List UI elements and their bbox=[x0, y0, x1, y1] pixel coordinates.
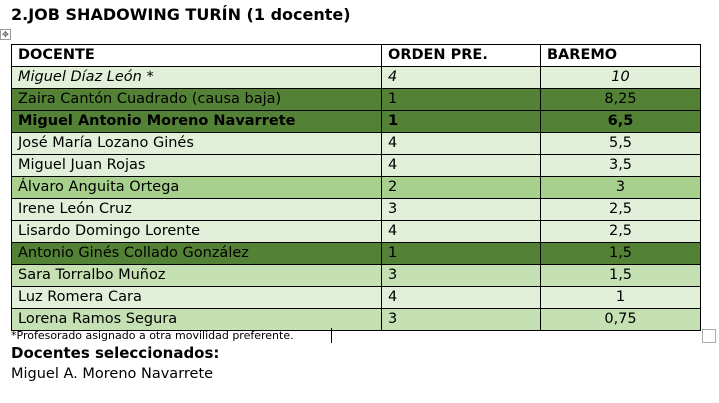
docentes-table: DOCENTE ORDEN PRE. BAREMO Miguel Díaz Le… bbox=[11, 44, 701, 331]
orden-cell: 3 bbox=[381, 198, 541, 221]
baremo-cell: 10 bbox=[540, 66, 701, 89]
table-row: Álvaro Anguita Ortega 2 3 bbox=[11, 176, 701, 199]
header-baremo: BAREMO bbox=[540, 44, 701, 67]
orden-cell: 1 bbox=[381, 88, 541, 111]
table-row: Miguel Juan Rojas 4 3,5 bbox=[11, 154, 701, 177]
docente-cell: Lisardo Domingo Lorente bbox=[11, 220, 382, 243]
baremo-cell: 2,5 bbox=[540, 198, 701, 221]
docente-cell: Irene León Cruz bbox=[11, 198, 382, 221]
baremo-cell: 6,5 bbox=[540, 110, 701, 133]
table-row: Sara Torralbo Muñoz 3 1,5 bbox=[11, 264, 701, 287]
baremo-cell: 8,25 bbox=[540, 88, 701, 111]
table-row: Lisardo Domingo Lorente 4 2,5 bbox=[11, 220, 701, 243]
docente-cell: Sara Torralbo Muñoz bbox=[11, 264, 382, 287]
baremo-cell: 3,5 bbox=[540, 154, 701, 177]
baremo-cell: 1 bbox=[540, 286, 701, 309]
orden-cell: 1 bbox=[381, 242, 541, 265]
table-row: Miguel Antonio Moreno Navarrete 1 6,5 bbox=[11, 110, 701, 133]
orden-cell: 3 bbox=[381, 308, 541, 331]
docente-cell: Luz Romera Cara bbox=[11, 286, 382, 309]
docente-cell: Antonio Ginés Collado González bbox=[11, 242, 382, 265]
baremo-cell: 3 bbox=[540, 176, 701, 199]
docente-cell: Zaira Cantón Cuadrado (causa baja) bbox=[11, 88, 382, 111]
orden-cell: 1 bbox=[381, 110, 541, 133]
docente-cell: José María Lozano Ginés bbox=[11, 132, 382, 155]
baremo-cell: 1,5 bbox=[540, 264, 701, 287]
table-row: Lorena Ramos Segura 3 0,75 bbox=[11, 308, 701, 331]
table-row: Luz Romera Cara 4 1 bbox=[11, 286, 701, 309]
docente-cell: Álvaro Anguita Ortega bbox=[11, 176, 382, 199]
table-row: Zaira Cantón Cuadrado (causa baja) 1 8,25 bbox=[11, 88, 701, 111]
docente-cell: Miguel Antonio Moreno Navarrete bbox=[11, 110, 382, 133]
docente-cell: Miguel Díaz León * bbox=[11, 66, 382, 89]
baremo-cell: 2,5 bbox=[540, 220, 701, 243]
table-row: Miguel Díaz León * 4 10 bbox=[11, 66, 701, 89]
orden-cell: 3 bbox=[381, 264, 541, 287]
selected-name: Miguel A. Moreno Navarrete bbox=[11, 366, 214, 382]
header-orden: ORDEN PRE. bbox=[381, 44, 541, 67]
orden-cell: 4 bbox=[381, 132, 541, 155]
table-resize-handle[interactable] bbox=[702, 329, 716, 343]
table-row: Antonio Ginés Collado González 1 1,5 bbox=[11, 242, 701, 265]
table-header-row: DOCENTE ORDEN PRE. BAREMO bbox=[11, 44, 701, 67]
footnote: *Profesorado asignado a otra movilidad p… bbox=[11, 329, 294, 342]
section-title: 2.JOB SHADOWING TURÍN (1 docente) bbox=[11, 5, 351, 24]
orden-cell: 4 bbox=[381, 286, 541, 309]
orden-cell: 4 bbox=[381, 154, 541, 177]
table-row: José María Lozano Ginés 4 5,5 bbox=[11, 132, 701, 155]
orden-cell: 4 bbox=[381, 220, 541, 243]
docente-cell: Lorena Ramos Segura bbox=[11, 308, 382, 331]
table-move-handle-icon[interactable]: ✥ bbox=[0, 29, 11, 40]
text-cursor bbox=[331, 328, 332, 343]
selected-label: Docentes seleccionados: bbox=[11, 344, 220, 362]
orden-cell: 4 bbox=[381, 66, 541, 89]
baremo-cell: 1,5 bbox=[540, 242, 701, 265]
orden-cell: 2 bbox=[381, 176, 541, 199]
header-docente: DOCENTE bbox=[11, 44, 382, 67]
table-row: Irene León Cruz 3 2,5 bbox=[11, 198, 701, 221]
baremo-cell: 0,75 bbox=[540, 308, 701, 331]
docente-cell: Miguel Juan Rojas bbox=[11, 154, 382, 177]
baremo-cell: 5,5 bbox=[540, 132, 701, 155]
